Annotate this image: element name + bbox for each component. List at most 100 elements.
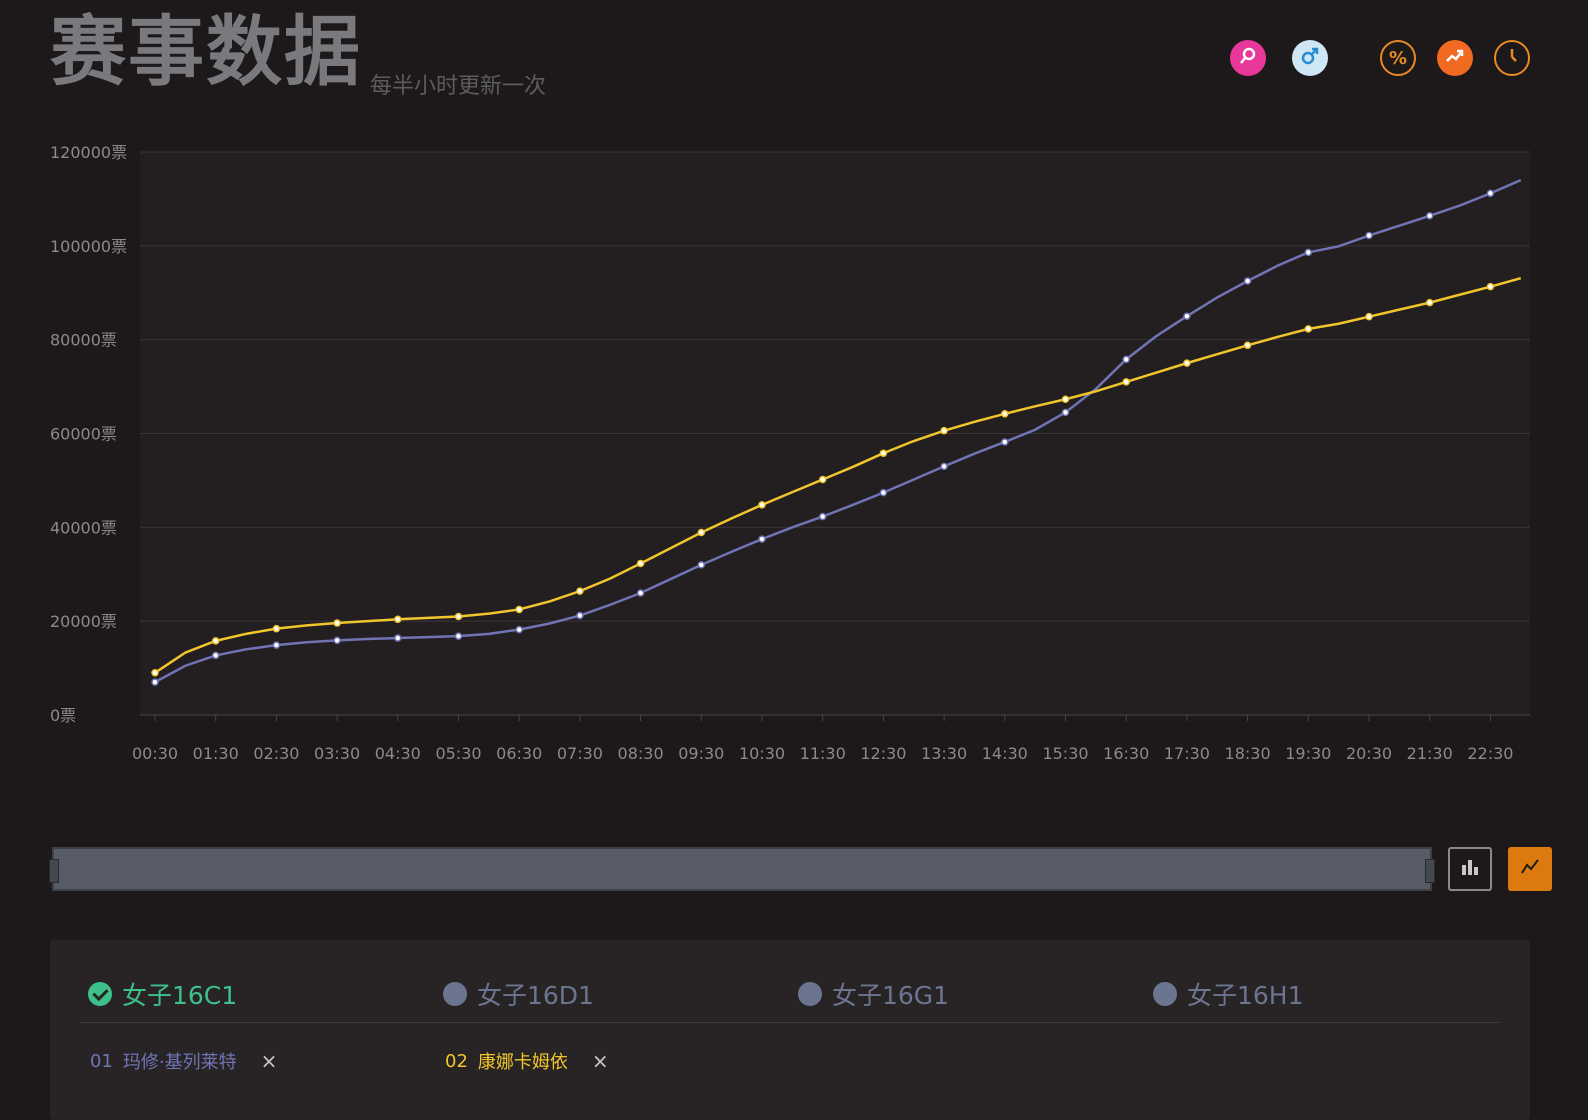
line-chart-icon xyxy=(1519,856,1541,882)
data-point xyxy=(879,449,888,457)
data-point xyxy=(211,651,220,660)
trend-button[interactable] xyxy=(1437,40,1473,76)
chart-svg: 0票 20000票 40000票 60000票 80000票 100000票 120000票… xyxy=(50,143,1530,763)
y-tick-label: 120000票 xyxy=(50,143,127,162)
dot-icon xyxy=(1153,982,1177,1006)
bar-chart-icon xyxy=(1460,857,1480,881)
x-tick-label: 00:30 xyxy=(132,744,178,763)
line-chart-button[interactable] xyxy=(1508,847,1552,891)
tab-label: 女子16C1 xyxy=(122,981,238,1010)
y-tick-label: 0票 xyxy=(50,706,76,725)
y-tick-label: 40000票 xyxy=(50,518,117,537)
data-point xyxy=(1365,231,1373,240)
male-filter-button[interactable] xyxy=(1292,40,1328,76)
data-zoom-slider[interactable] xyxy=(49,847,1435,891)
data-point xyxy=(333,636,341,645)
x-tick-label: 14:30 xyxy=(982,744,1028,763)
tab-label: 女子16H1 xyxy=(1187,981,1304,1010)
data-point xyxy=(1061,395,1070,404)
x-tick-label: 06:30 xyxy=(496,744,542,763)
check-icon xyxy=(88,982,112,1006)
x-tick-label: 01:30 xyxy=(193,744,239,763)
slider-left-handle[interactable] xyxy=(49,859,59,883)
data-point xyxy=(1001,410,1009,418)
data-point xyxy=(394,634,402,642)
tab-label: 女子16D1 xyxy=(477,981,594,1010)
page-title: 赛事数据 xyxy=(50,7,362,96)
player-rank: 01 xyxy=(90,1050,113,1072)
player-item: 01 玛修·基列莱特 × xyxy=(90,1048,277,1074)
x-tick-label: 07:30 xyxy=(557,744,603,763)
player-item: 02 康娜卡姆依 × xyxy=(445,1048,609,1074)
dot-icon xyxy=(443,982,467,1006)
data-point xyxy=(758,501,766,509)
data-point xyxy=(1365,312,1373,321)
time-button[interactable] xyxy=(1494,40,1530,76)
data-point xyxy=(697,561,706,569)
remove-icon[interactable]: × xyxy=(260,1049,278,1073)
data-point xyxy=(1243,277,1252,285)
data-point xyxy=(636,559,645,568)
x-tick-label: 19:30 xyxy=(1285,744,1331,763)
y-tick-label: 100000票 xyxy=(50,237,127,256)
data-point xyxy=(697,528,706,537)
data-point xyxy=(151,678,159,686)
data-point xyxy=(454,632,463,640)
vote-line-chart: 0票 20000票 40000票 60000票 80000票 100000票 120000票… xyxy=(0,130,1588,794)
y-tick-label: 20000票 xyxy=(50,612,117,631)
tab-c1[interactable]: 女子16C1 xyxy=(88,976,237,1012)
data-point xyxy=(576,611,584,620)
x-tick-label: 15:30 xyxy=(1042,744,1088,763)
remove-icon[interactable]: × xyxy=(591,1049,609,1073)
data-point xyxy=(515,605,523,614)
x-tick-label: 22:30 xyxy=(1467,744,1513,763)
male-icon xyxy=(1300,46,1320,71)
data-point xyxy=(1243,341,1252,350)
percent-button[interactable]: % xyxy=(1380,40,1416,76)
data-point xyxy=(515,625,523,634)
tab-h1[interactable]: 女子16H1 xyxy=(1153,976,1304,1012)
data-point xyxy=(576,587,584,595)
series-line xyxy=(154,277,1522,674)
data-point xyxy=(940,462,948,471)
tab-d1[interactable]: 女子16D1 xyxy=(443,976,594,1012)
data-point xyxy=(1122,355,1130,364)
data-point xyxy=(636,589,645,597)
data-point xyxy=(1183,312,1191,320)
data-point xyxy=(818,475,827,484)
x-tick-label: 20:30 xyxy=(1346,744,1392,763)
series-line xyxy=(154,179,1522,684)
data-point xyxy=(1304,248,1313,257)
x-tick-label: 10:30 xyxy=(739,744,785,763)
player-name: 玛修·基列莱特 xyxy=(122,1052,237,1073)
player-name: 康娜卡姆依 xyxy=(477,1052,568,1073)
data-point xyxy=(1001,438,1009,446)
tab-g1[interactable]: 女子16G1 xyxy=(798,976,949,1012)
x-tick-label: 05:30 xyxy=(435,744,481,763)
data-point xyxy=(940,426,948,435)
data-point xyxy=(151,669,159,677)
x-tick-label: 11:30 xyxy=(800,744,846,763)
panel-divider xyxy=(80,1022,1500,1023)
data-point xyxy=(211,637,220,645)
x-tick-label: 13:30 xyxy=(921,744,967,763)
dot-icon xyxy=(798,982,822,1006)
slider-right-handle[interactable] xyxy=(1425,859,1435,883)
data-point xyxy=(1486,282,1495,291)
x-tick-label: 12:30 xyxy=(860,744,906,763)
player-rank: 02 xyxy=(445,1050,468,1072)
x-tick-label: 08:30 xyxy=(618,744,664,763)
data-point xyxy=(454,612,463,621)
female-icon xyxy=(1238,46,1258,71)
data-point xyxy=(1486,189,1495,198)
y-tick-label: 80000票 xyxy=(50,331,117,350)
x-tick-label: 17:30 xyxy=(1164,744,1210,763)
female-filter-button[interactable] xyxy=(1230,40,1266,76)
data-point xyxy=(758,535,766,543)
x-tick-label: 04:30 xyxy=(375,744,421,763)
x-tick-label: 18:30 xyxy=(1225,744,1271,763)
data-point xyxy=(1183,359,1191,367)
x-tick-label: 21:30 xyxy=(1407,744,1453,763)
data-point xyxy=(818,512,827,521)
bar-chart-button[interactable] xyxy=(1448,847,1492,891)
